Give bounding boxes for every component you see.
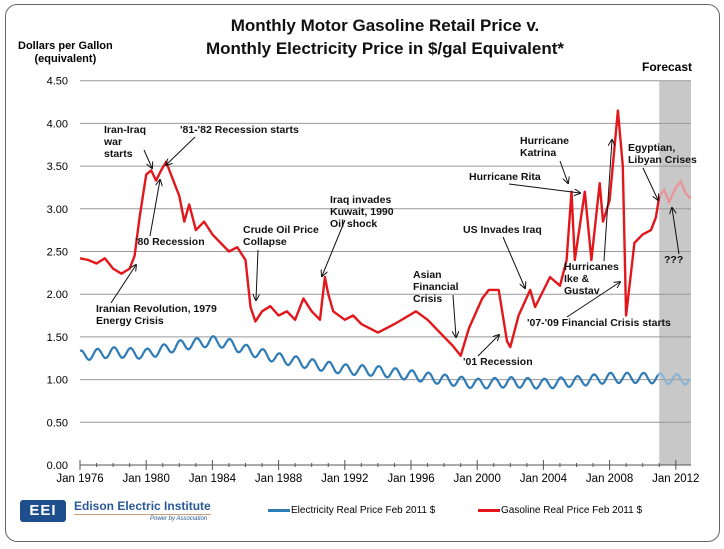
annotation-arrow-oil-collapse xyxy=(256,249,258,300)
annotation-recession-01: '01 Recession xyxy=(463,356,533,368)
annotation-arrow-egypt-libya xyxy=(642,167,658,200)
x-tick-label: Jan 2012 xyxy=(652,473,699,485)
legend-gasoline: Gasoline Real Price Feb 2011 $ xyxy=(478,505,642,516)
legend-electricity: Electricity Real Price Feb 2011 $ xyxy=(268,505,435,516)
gasoline-forecast-line xyxy=(658,179,692,206)
x-tick-label: Jan 1976 xyxy=(56,473,103,485)
title-line-2: Monthly Electricity Price in $/gal Equiv… xyxy=(205,39,565,58)
legend-swatch-electricity xyxy=(268,509,290,512)
y-axis-label-line-1: Dollars per Gallon xyxy=(18,40,113,52)
annotation-arrow-recession-01 xyxy=(477,335,499,357)
annotation-unknown: ??? xyxy=(664,254,684,266)
forecast-label: Forecast xyxy=(642,60,693,74)
annotation-arrow-recession-81 xyxy=(166,136,196,165)
y-tick-label: 3.50 xyxy=(47,161,68,173)
annotation-arrow-kuwait xyxy=(322,219,346,276)
legend-label-gasoline: Gasoline Real Price Feb 2011 $ xyxy=(501,505,643,516)
legend-label-electricity: Electricity Real Price Feb 2011 $ xyxy=(291,505,436,516)
x-tick-label: Jan 1984 xyxy=(189,473,237,485)
y-axis-label-line-2: (equivalent) xyxy=(34,53,97,65)
x-tick-label: Jan 1980 xyxy=(123,473,170,485)
forecast-region xyxy=(659,80,691,465)
annotation-arrow-iran-iraq xyxy=(143,149,152,168)
annotation-recession-80: '80 Recession xyxy=(135,236,205,248)
y-tick-label: 0.00 xyxy=(47,460,68,472)
y-tick-label: 2.00 xyxy=(47,289,68,301)
x-tick-label: Jan 1988 xyxy=(255,473,302,485)
annotation-rita: Hurricane Rita xyxy=(469,171,541,183)
annotation-arrow-unknown xyxy=(672,208,680,255)
x-tick-label: Jan 1992 xyxy=(321,473,368,485)
y-tick-label: 1.50 xyxy=(47,332,68,344)
annotation-asian-crisis: Asian Financial Crisis xyxy=(413,269,459,305)
org-tagline: Power by Association xyxy=(150,516,208,522)
electricity-line xyxy=(79,335,661,390)
annotation-egypt-libya: Egyptian, Libyan Crises xyxy=(628,142,697,166)
chart-frame xyxy=(5,4,720,542)
electricity-forecast-line xyxy=(657,372,691,386)
annotation-recession-81: '81-'82 Recession starts xyxy=(180,124,299,136)
y-axis-label: Dollars per Gallon (equivalent) xyxy=(18,40,113,66)
annotation-iranian-revolution: Iranian Revolution, 1979 Energy Crisis xyxy=(96,303,217,327)
y-tick-label: 4.50 xyxy=(47,76,68,88)
annotation-arrow-ike-gustav xyxy=(603,140,612,262)
annotation-arrow-iranian-revolution xyxy=(110,265,136,304)
annotation-katrina: Hurricane Katrina xyxy=(520,135,570,159)
annotation-arrow-recession-80 xyxy=(149,180,160,237)
annotation-ike-gustav: Hurricanes Ike & Gustav xyxy=(564,261,619,297)
legend-swatch-gasoline xyxy=(478,509,500,512)
annotation-arrow-rita xyxy=(508,183,580,193)
x-tick-label: Jan 1996 xyxy=(387,473,434,485)
y-tick-label: 1.00 xyxy=(47,375,68,387)
y-tick-label: 4.00 xyxy=(47,118,68,130)
gasoline-line xyxy=(79,109,661,357)
annotation-arrow-asian-crisis xyxy=(453,294,456,337)
title-line-1: Monthly Motor Gasoline Retail Price v. xyxy=(230,16,540,35)
annotation-arrow-katrina xyxy=(559,160,568,183)
annotation-arrow-iraq-invasion xyxy=(502,236,525,288)
x-tick-label: Jan 2004 xyxy=(520,473,568,485)
org-name: Edison Electric Institute xyxy=(74,499,211,515)
annotation-iran-iraq: Iran-Iraq war starts xyxy=(104,124,147,160)
x-tick-label: Jan 2000 xyxy=(454,473,501,485)
x-tick-label: Jan 2008 xyxy=(586,473,633,485)
annotation-financial-crisis: '07-'09 Financial Crisis starts xyxy=(527,317,671,329)
annotation-oil-collapse: Crude Oil Price Collapse xyxy=(243,224,319,248)
chart-title: Monthly Motor Gasoline Retail Price v. M… xyxy=(140,14,630,60)
annotation-arrow-financial-crisis xyxy=(566,282,620,318)
y-tick-label: 3.00 xyxy=(47,204,68,216)
y-tick-label: 2.50 xyxy=(47,247,68,259)
annotation-iraq-invasion: US Invades Iraq xyxy=(463,224,542,236)
annotation-kuwait: Iraq invades Kuwait, 1990 Oil shock xyxy=(330,194,394,230)
eei-logo: EEI xyxy=(20,500,66,522)
y-tick-label: 0.50 xyxy=(47,417,68,429)
